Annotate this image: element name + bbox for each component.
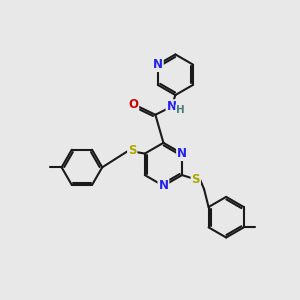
Text: S: S (191, 173, 200, 186)
Text: O: O (128, 98, 138, 111)
Text: N: N (153, 58, 163, 71)
Text: S: S (128, 144, 136, 158)
Text: N: N (158, 179, 168, 192)
Text: N: N (177, 147, 187, 160)
Text: H: H (176, 105, 185, 115)
Text: N: N (167, 100, 176, 113)
